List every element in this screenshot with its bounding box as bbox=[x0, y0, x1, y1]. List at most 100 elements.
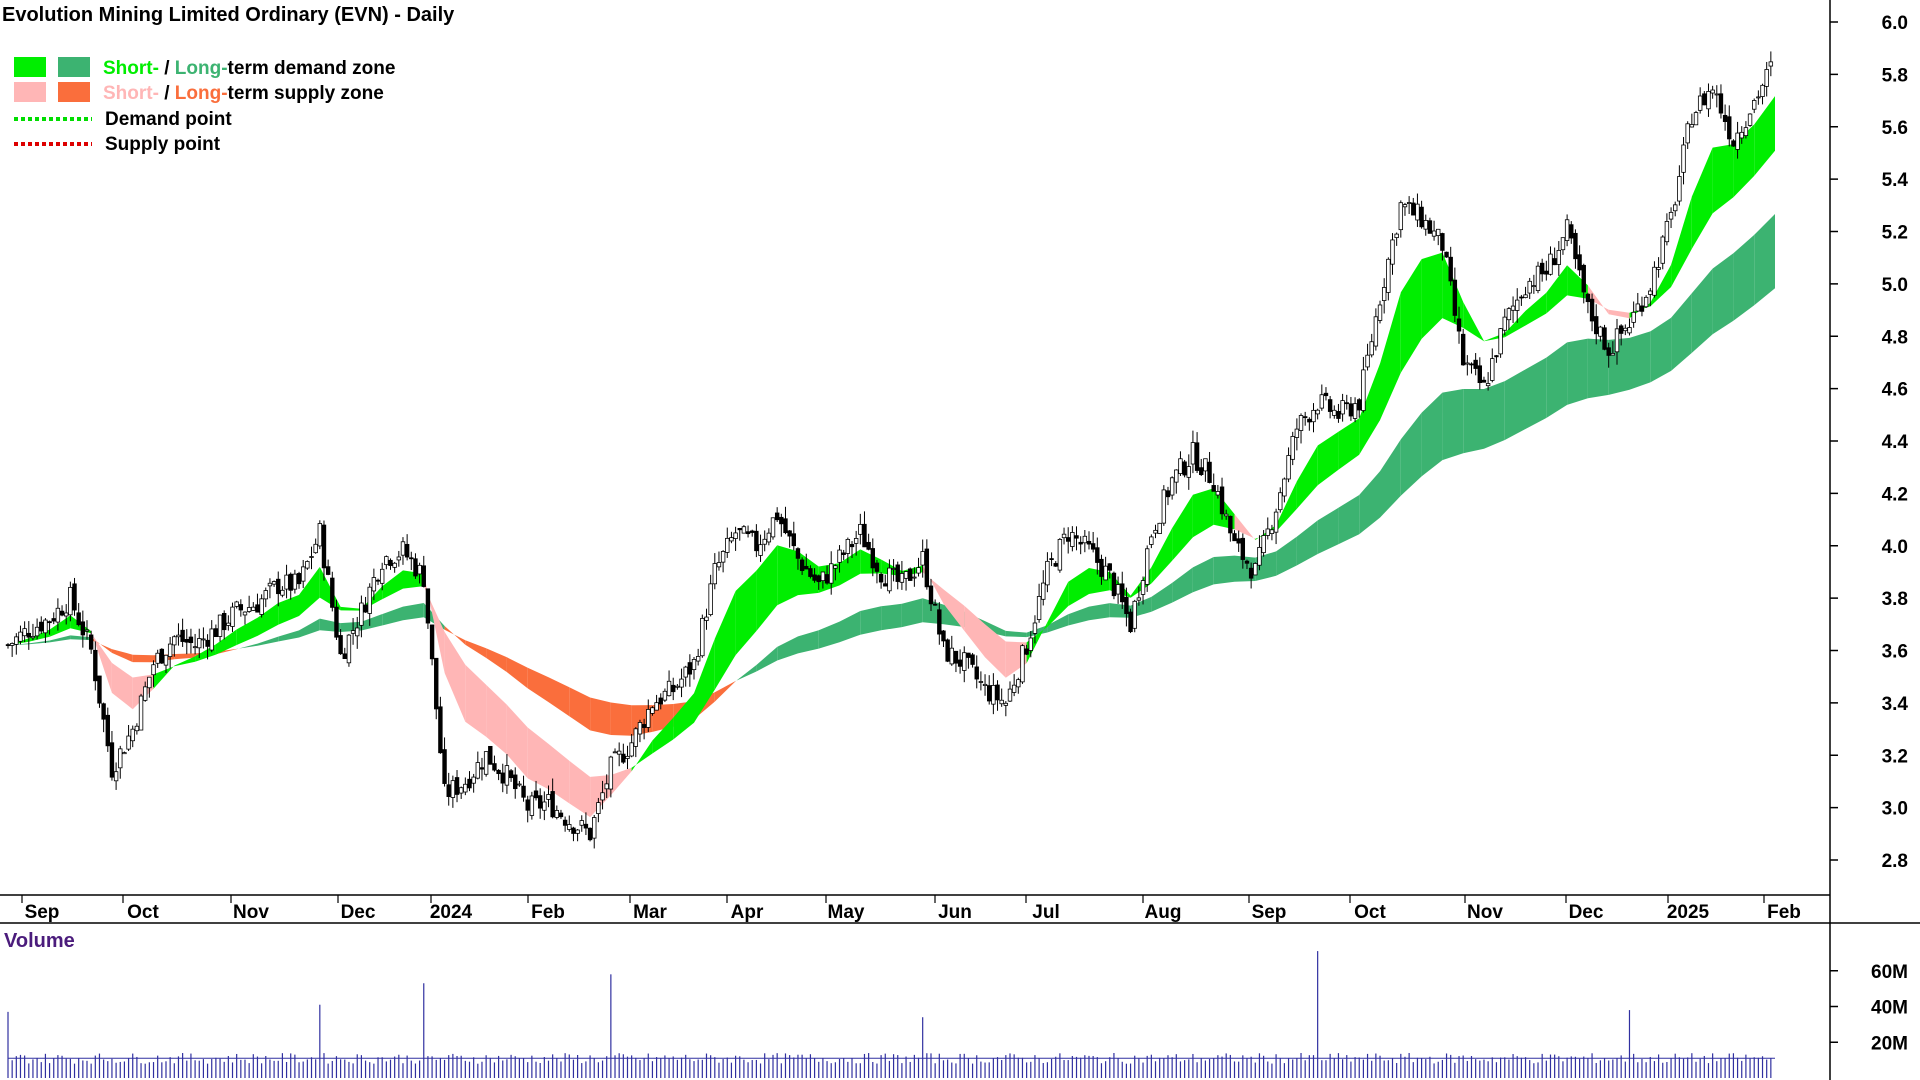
candle-up bbox=[600, 792, 605, 801]
candle-up bbox=[84, 629, 90, 632]
long-demand-zone bbox=[798, 630, 819, 654]
legend-demand-point: Demand point bbox=[105, 109, 232, 130]
candle-up bbox=[629, 742, 634, 757]
short-demand-zone bbox=[1068, 568, 1089, 607]
candle-up bbox=[1298, 415, 1304, 431]
candle-down bbox=[492, 763, 497, 771]
x-tick-label: Jul bbox=[1032, 902, 1059, 923]
candle-up bbox=[317, 523, 323, 547]
candle-down bbox=[1095, 547, 1100, 563]
candle-down bbox=[404, 543, 410, 558]
legend-demand-sep: / bbox=[159, 58, 175, 79]
candle-up bbox=[1660, 236, 1665, 264]
candle-up bbox=[920, 551, 925, 566]
candle-up bbox=[1390, 239, 1395, 265]
candle-up bbox=[1286, 455, 1291, 480]
candle-up bbox=[1253, 563, 1258, 576]
candle-up bbox=[1140, 580, 1146, 595]
candle-down bbox=[1573, 232, 1578, 260]
candle-up bbox=[64, 612, 69, 617]
candle-up bbox=[251, 606, 256, 611]
candle-down bbox=[1569, 224, 1574, 239]
short-demand-zone bbox=[1276, 481, 1297, 532]
price-tick-label: 3.2 bbox=[1882, 746, 1908, 767]
candle-down bbox=[97, 675, 102, 704]
price-tick-label: 5.2 bbox=[1882, 223, 1908, 244]
short-demand-zone bbox=[714, 591, 736, 690]
candle-up bbox=[1406, 202, 1412, 204]
candle-up bbox=[167, 643, 173, 657]
candle-up bbox=[766, 532, 772, 543]
candle-down bbox=[1344, 402, 1349, 405]
candle-up bbox=[1656, 267, 1661, 270]
candle-down bbox=[953, 650, 959, 664]
candle-down bbox=[783, 518, 788, 534]
candle-up bbox=[1007, 688, 1013, 702]
candle-up bbox=[263, 590, 268, 600]
candle-up bbox=[833, 565, 838, 569]
short-demand-zone bbox=[299, 566, 320, 616]
candle-up bbox=[113, 771, 119, 782]
candle-down bbox=[745, 531, 751, 535]
candle-down bbox=[1078, 541, 1083, 545]
candle-down bbox=[737, 527, 742, 531]
candle-down bbox=[288, 573, 293, 591]
long-supply-zone bbox=[610, 702, 632, 736]
candle-down bbox=[1473, 359, 1478, 369]
candle-down bbox=[1199, 467, 1204, 476]
long-demand-zone bbox=[1276, 536, 1297, 576]
candle-up bbox=[1352, 403, 1358, 419]
candle-up bbox=[197, 638, 202, 649]
candle-up bbox=[1423, 220, 1428, 230]
long-demand-zone bbox=[735, 665, 757, 682]
candle-up bbox=[1186, 466, 1191, 478]
short-demand-zone bbox=[153, 665, 175, 689]
candle-down bbox=[500, 772, 505, 784]
candle-down bbox=[525, 799, 530, 811]
candle-down bbox=[1460, 333, 1466, 366]
price-tick-label: 4.8 bbox=[1882, 327, 1908, 348]
candle-down bbox=[866, 541, 871, 550]
candle-up bbox=[305, 561, 310, 569]
long-demand-zone bbox=[1567, 338, 1588, 405]
long-demand-zone bbox=[777, 636, 798, 661]
candle-up bbox=[1045, 560, 1050, 586]
candle-down bbox=[1577, 254, 1582, 271]
candle-down bbox=[941, 630, 946, 642]
long-supply-zone bbox=[465, 640, 487, 658]
candle-up bbox=[1768, 61, 1774, 67]
candle-up bbox=[1739, 131, 1744, 139]
candle-up bbox=[1016, 679, 1021, 688]
candle-down bbox=[363, 604, 368, 613]
short-supply-zone bbox=[1608, 309, 1630, 319]
candle-down bbox=[479, 767, 485, 770]
short-demand-zone bbox=[1400, 259, 1422, 373]
candle-up bbox=[616, 750, 622, 755]
long-demand-zone bbox=[1068, 606, 1089, 626]
candle-up bbox=[1527, 280, 1532, 294]
short-demand-zone bbox=[1359, 363, 1380, 455]
short-supply-zone bbox=[943, 589, 965, 631]
candle-up bbox=[371, 577, 377, 592]
candle-down bbox=[213, 628, 219, 638]
candle-up bbox=[271, 581, 277, 585]
candle-up bbox=[1764, 69, 1769, 87]
candle-down bbox=[816, 575, 821, 583]
candle-up bbox=[1652, 266, 1657, 296]
candle-up bbox=[1381, 287, 1387, 301]
candle-down bbox=[59, 610, 65, 616]
x-tick-label: Oct bbox=[1354, 902, 1386, 923]
candle-down bbox=[188, 636, 194, 644]
candle-up bbox=[346, 634, 352, 664]
short-demand-zone bbox=[1172, 494, 1193, 561]
candle-down bbox=[671, 684, 676, 693]
short-supply-zone bbox=[91, 631, 112, 693]
short-demand-zone bbox=[631, 740, 653, 772]
candle-down bbox=[987, 685, 992, 702]
candle-up bbox=[475, 762, 481, 779]
candle-up bbox=[982, 683, 988, 686]
candle-up bbox=[1136, 597, 1142, 601]
candle-down bbox=[1124, 596, 1129, 615]
candle-down bbox=[1552, 258, 1557, 266]
long-demand-zone bbox=[839, 611, 861, 643]
